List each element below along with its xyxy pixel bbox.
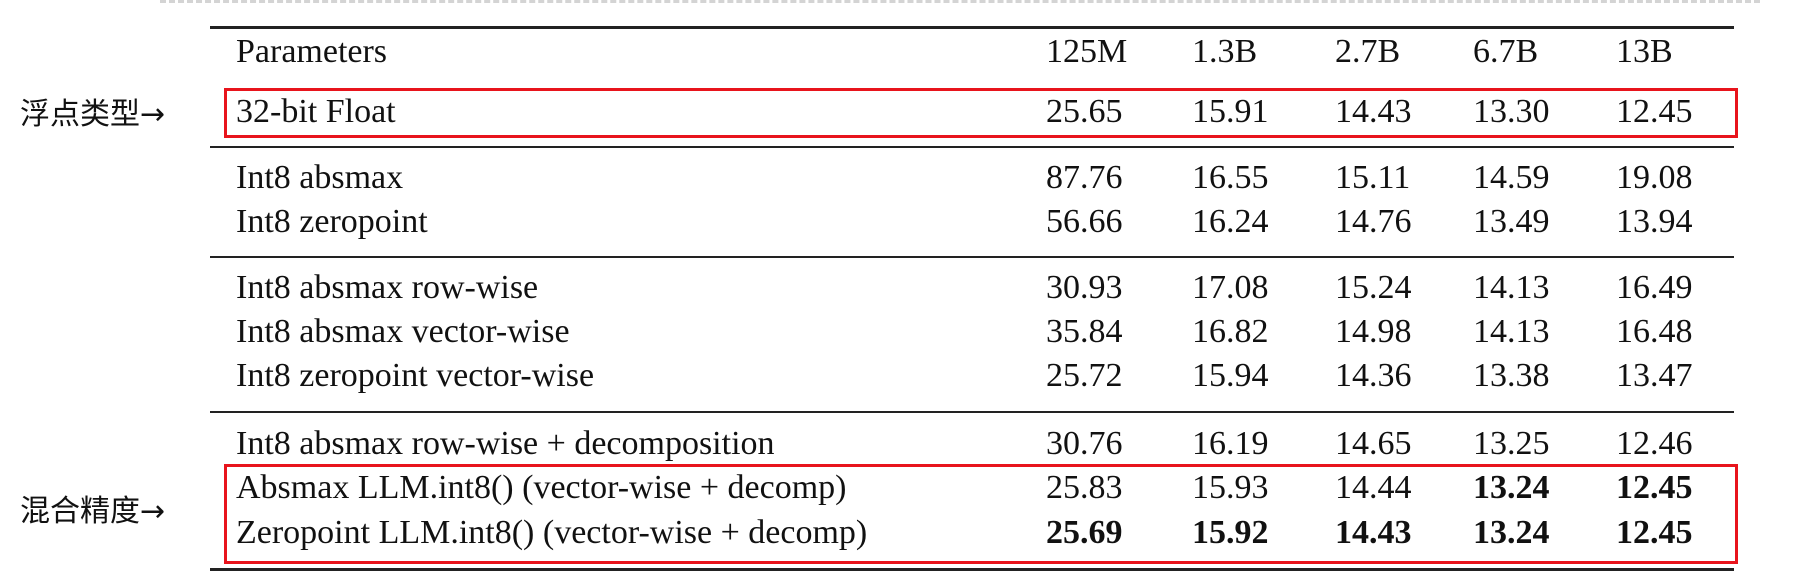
- header-col-2-7b: 2.7B: [1335, 33, 1401, 70]
- header-parameters: Parameters: [236, 33, 388, 70]
- row-value-best: 13.24: [1473, 469, 1550, 506]
- row-value: 30.76: [1046, 425, 1123, 462]
- mixed-precision-highlight-box: [224, 464, 1738, 564]
- row-label: Int8 absmax row-wise: [236, 269, 539, 306]
- row-value: 13.30: [1473, 93, 1550, 130]
- row-value: 35.84: [1046, 313, 1123, 350]
- table-row: Int8 absmax vector-wise 35.84 16.82 14.9…: [0, 312, 1794, 352]
- table-row: Int8 absmax 87.76 16.55 15.11 14.59 19.0…: [0, 158, 1794, 198]
- row-value: 12.46: [1616, 425, 1693, 462]
- table-top-rule: [210, 26, 1734, 29]
- row-value: 19.08: [1616, 159, 1693, 196]
- row-label: Int8 absmax row-wise + decomposition: [236, 425, 775, 462]
- table-bottom-rule: [210, 568, 1734, 571]
- row-value: 13.49: [1473, 203, 1550, 240]
- header-col-13b: 13B: [1616, 33, 1673, 70]
- row-value: 16.55: [1192, 159, 1269, 196]
- row-value: 15.91: [1192, 93, 1269, 130]
- row-value: 25.65: [1046, 93, 1123, 130]
- row-value-best: 25.69: [1046, 514, 1123, 551]
- row-value: 16.48: [1616, 313, 1693, 350]
- row-value: 13.38: [1473, 357, 1550, 394]
- row-value: 14.43: [1335, 93, 1412, 130]
- row-value: 87.76: [1046, 159, 1123, 196]
- row-value: 25.72: [1046, 357, 1123, 394]
- row-value: 16.19: [1192, 425, 1269, 462]
- row-value: 25.83: [1046, 469, 1123, 506]
- row-value-best: 13.24: [1473, 514, 1550, 551]
- row-label: Int8 absmax: [236, 159, 404, 196]
- row-value: 30.93: [1046, 269, 1123, 306]
- table-row: Int8 absmax row-wise 30.93 17.08 15.24 1…: [0, 268, 1794, 308]
- row-value: 14.13: [1473, 269, 1550, 306]
- row-value: 15.94: [1192, 357, 1269, 394]
- row-value: 14.59: [1473, 159, 1550, 196]
- row-value: 13.94: [1616, 203, 1693, 240]
- row-value: 14.65: [1335, 425, 1412, 462]
- table-row: Int8 absmax row-wise + decomposition 30.…: [0, 424, 1794, 464]
- row-value-best: 12.45: [1616, 514, 1693, 551]
- row-value: 14.13: [1473, 313, 1550, 350]
- row-value: 56.66: [1046, 203, 1123, 240]
- row-value: 12.45: [1616, 93, 1693, 130]
- row-label: Absmax LLM.int8() (vector-wise + decomp): [236, 469, 847, 506]
- top-dashed-divider: [160, 0, 1760, 3]
- row-value: 16.82: [1192, 313, 1269, 350]
- row-value: 16.24: [1192, 203, 1269, 240]
- header-col-1-3b: 1.3B: [1192, 33, 1258, 70]
- row-value-best: 14.43: [1335, 514, 1412, 551]
- row-value: 15.24: [1335, 269, 1412, 306]
- table-row: Absmax LLM.int8() (vector-wise + decomp)…: [0, 468, 1794, 508]
- row-value: 15.11: [1335, 159, 1411, 196]
- row-value-best: 12.45: [1616, 469, 1693, 506]
- row-value: 13.25: [1473, 425, 1550, 462]
- table-group-rule: [210, 146, 1734, 148]
- row-label: 32-bit Float: [236, 93, 396, 130]
- annotation-float-type: 浮点类型→: [20, 97, 166, 132]
- table-row: Zeropoint LLM.int8() (vector-wise + deco…: [0, 513, 1794, 553]
- table-group-rule: [210, 411, 1734, 413]
- header-col-125m: 125M: [1046, 33, 1128, 70]
- row-value: 16.49: [1616, 269, 1693, 306]
- row-label: Zeropoint LLM.int8() (vector-wise + deco…: [236, 514, 868, 551]
- row-value-best: 15.92: [1192, 514, 1269, 551]
- row-value: 14.44: [1335, 469, 1412, 506]
- header-col-6-7b: 6.7B: [1473, 33, 1539, 70]
- table-row: Int8 zeropoint 56.66 16.24 14.76 13.49 1…: [0, 202, 1794, 242]
- table-group-rule: [210, 256, 1734, 258]
- row-value: 14.36: [1335, 357, 1412, 394]
- row-label: Int8 zeropoint vector-wise: [236, 357, 595, 394]
- table-row: Int8 zeropoint vector-wise 25.72 15.94 1…: [0, 356, 1794, 396]
- table-row: 32-bit Float 25.65 15.91 14.43 13.30 12.…: [0, 92, 1794, 132]
- row-value: 17.08: [1192, 269, 1269, 306]
- float-highlight-box: [224, 88, 1738, 138]
- annotation-mixed-precision: 混合精度→: [20, 494, 166, 529]
- row-label: Int8 zeropoint: [236, 203, 428, 240]
- row-value: 15.93: [1192, 469, 1269, 506]
- table-header-row: Parameters 125M 1.3B 2.7B 6.7B 13B: [0, 32, 1794, 72]
- row-value: 14.98: [1335, 313, 1412, 350]
- row-value: 13.47: [1616, 357, 1693, 394]
- row-value: 14.76: [1335, 203, 1412, 240]
- row-label: Int8 absmax vector-wise: [236, 313, 570, 350]
